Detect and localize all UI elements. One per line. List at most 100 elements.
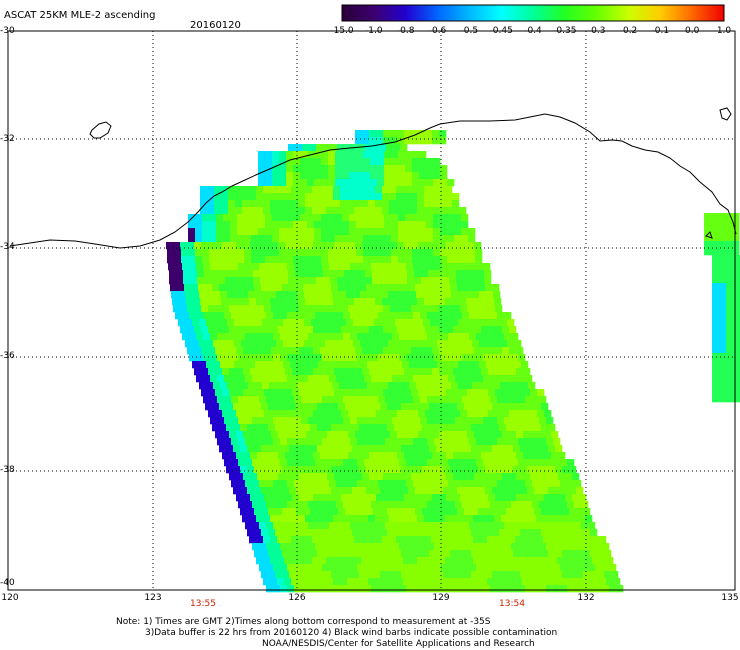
- swath-cell: [228, 207, 236, 215]
- swath-cell: [611, 571, 619, 579]
- swath-cell: [336, 417, 344, 425]
- swath-cell: [285, 473, 293, 481]
- swath-cell: [309, 270, 317, 278]
- swath-cell: [320, 473, 328, 481]
- swath-cell: [532, 438, 540, 446]
- swath-cell: [257, 410, 265, 418]
- swath-cell: [353, 340, 361, 348]
- swath-cell: [604, 550, 612, 558]
- swath-cell: [484, 270, 492, 278]
- swath-cell: [555, 550, 563, 558]
- swath-cell: [469, 354, 477, 362]
- swath-cell: [418, 137, 426, 145]
- swath-cell: [431, 193, 439, 201]
- swath-cell: [216, 214, 224, 222]
- swath-cell: [226, 466, 234, 474]
- swath-cell: [459, 207, 467, 215]
- swath-cell: [327, 473, 335, 481]
- swath-cell: [384, 158, 392, 166]
- swath-cell: [406, 564, 414, 572]
- swath-cell: [508, 578, 516, 586]
- swath-cell: [384, 151, 392, 159]
- swath-cell: [268, 424, 276, 432]
- swath-cell: [476, 396, 484, 404]
- swath-cell: [369, 473, 377, 481]
- swath-cell: [291, 536, 299, 544]
- swath-cell: [574, 564, 582, 572]
- swath-cell: [361, 207, 369, 215]
- swath-cell: [290, 361, 298, 369]
- swath-cell: [366, 284, 374, 292]
- swath-cell: [399, 480, 407, 488]
- swath-cell: [266, 396, 274, 404]
- swath-cell: [293, 158, 301, 166]
- swath-cell: [371, 543, 379, 551]
- swath-cell: [343, 564, 351, 572]
- swath-cell: [252, 417, 260, 425]
- swath-cell: [213, 340, 221, 348]
- swath-cell: [548, 445, 556, 453]
- swath-cell: [270, 515, 278, 523]
- swath-cell: [434, 263, 442, 271]
- swath-cell: [315, 312, 323, 320]
- swath-cell: [430, 382, 438, 390]
- swath-cell: [555, 529, 563, 537]
- swath-cell: [335, 172, 343, 180]
- swath-cell: [235, 193, 243, 201]
- swath-cell: [410, 298, 418, 306]
- swath-cell: [461, 256, 469, 264]
- swath-cell: [342, 179, 350, 187]
- swath-cell: [325, 361, 333, 369]
- swath-cell: [169, 270, 177, 278]
- swath-cell: [406, 396, 414, 404]
- swath-cell: [387, 529, 395, 537]
- swath-cell: [415, 466, 423, 474]
- swath-cell: [392, 396, 400, 404]
- swath-cell: [371, 459, 379, 467]
- swath-cell: [319, 207, 327, 215]
- swath-cell: [231, 263, 239, 271]
- swath-cell: [471, 487, 479, 495]
- swath-cell: [308, 417, 316, 425]
- swath-cell: [200, 298, 208, 306]
- swath-cell: [273, 501, 281, 509]
- swath-cell: [402, 291, 410, 299]
- swath-cell: [177, 284, 185, 292]
- swath-cell: [376, 242, 384, 250]
- swath-cell: [385, 501, 393, 509]
- swath-cell: [382, 193, 390, 201]
- swath-cell: [389, 536, 397, 544]
- swath-cell: [511, 585, 519, 593]
- swath-cell: [373, 508, 381, 516]
- swath-cell: [273, 312, 281, 320]
- swath-cell: [380, 550, 388, 558]
- swath-cell: [405, 151, 413, 159]
- swath-cell: [315, 480, 323, 488]
- swath-cell: [469, 312, 477, 320]
- swath-cell: [217, 438, 225, 446]
- swath-cell: [329, 375, 337, 383]
- swath-cell: [389, 557, 397, 565]
- swath-cell: [290, 319, 298, 327]
- swath-cell: [383, 410, 391, 418]
- swath-cell: [438, 536, 446, 544]
- swath-cell: [536, 515, 544, 523]
- swath-cell: [326, 193, 334, 201]
- swath-cell: [313, 326, 321, 334]
- swath-cell: [342, 172, 350, 180]
- swath-cell: [461, 249, 469, 257]
- swath-cell: [581, 543, 589, 551]
- swath-cell: [340, 193, 348, 201]
- swath-cell: [411, 431, 419, 439]
- swath-cell: [340, 207, 348, 215]
- swath-cell: [335, 221, 343, 229]
- swath-cell: [539, 459, 547, 467]
- swath-cell: [499, 487, 507, 495]
- swath-cell: [329, 459, 337, 467]
- swath-cell: [308, 396, 316, 404]
- swath-cell: [250, 389, 258, 397]
- swath-cell: [431, 298, 439, 306]
- swath-cell: [336, 564, 344, 572]
- swath-cell: [363, 214, 371, 222]
- swath-cell: [381, 361, 389, 369]
